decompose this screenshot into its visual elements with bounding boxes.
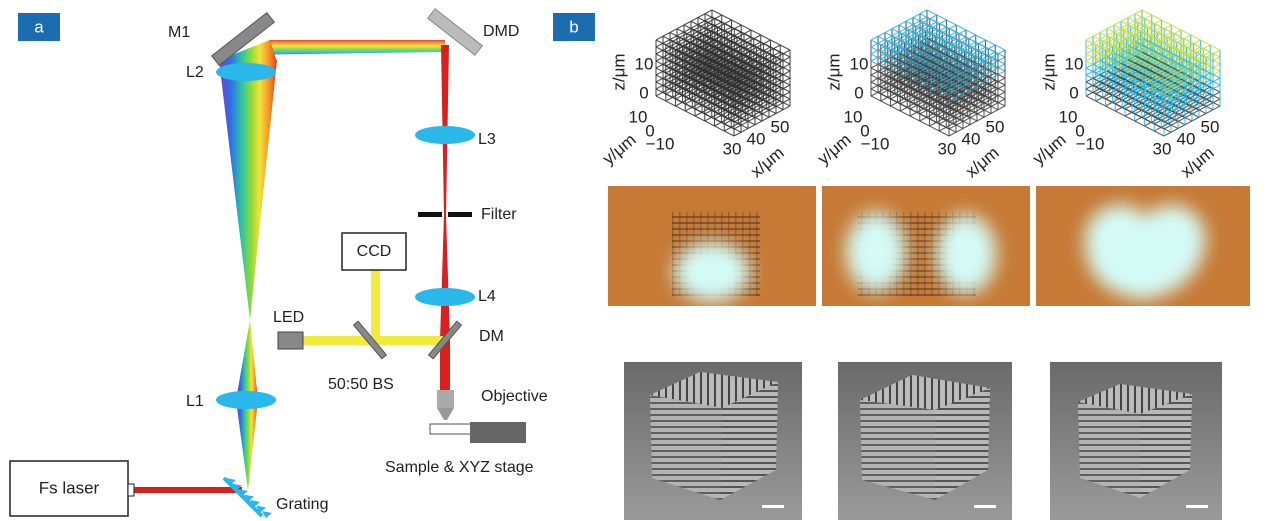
label: 50:50 BS — [328, 376, 394, 393]
axis-label: y/μm — [1029, 130, 1070, 168]
lens — [415, 126, 475, 144]
label: DMD — [483, 23, 519, 40]
exposure-spot — [674, 242, 750, 302]
beam — [236, 400, 258, 490]
tick-label: 40 — [747, 129, 766, 148]
exposure-spot — [936, 214, 996, 294]
beam — [371, 270, 380, 340]
tick-label: −10 — [646, 134, 675, 153]
micrograph — [1036, 186, 1250, 306]
tick-label: 0 — [1069, 83, 1078, 102]
lattice-plots: z/μm100100−10y/μm304050x/μmz/μm100100−10… — [599, 10, 1220, 181]
tick-label: 30 — [938, 139, 957, 158]
axis-label: z/μm — [1039, 53, 1058, 90]
stage — [470, 422, 526, 443]
axis-label: x/μm — [962, 143, 1003, 181]
label: L3 — [478, 131, 496, 148]
beam — [219, 60, 277, 320]
tick-label: 0 — [639, 83, 648, 102]
scale-bar — [1186, 505, 1208, 508]
tick-label: 10 — [635, 54, 654, 73]
objective — [437, 408, 454, 420]
lens — [216, 63, 276, 81]
label: Sample & XYZ stage — [385, 459, 534, 476]
label: LED — [273, 309, 304, 326]
tick-label: −10 — [861, 134, 890, 153]
tick-label: 30 — [1153, 139, 1172, 158]
tick-label: 50 — [771, 117, 790, 136]
beam — [236, 320, 258, 400]
laser-aperture — [128, 484, 134, 496]
label: Filter — [481, 206, 517, 223]
panel-label: a — [34, 17, 44, 36]
grating-tooth — [262, 511, 272, 518]
label: L4 — [478, 288, 496, 305]
label: L1 — [186, 393, 204, 410]
objective — [437, 390, 454, 408]
sem-image — [624, 362, 802, 520]
label: L2 — [186, 64, 204, 81]
micrograph — [822, 186, 1030, 306]
label: CCD — [357, 243, 392, 260]
label: DM — [479, 328, 504, 345]
sem-image — [838, 362, 1012, 520]
panel-a: a M1 DMD L2 L3 Filter CCD L4 LED DM 50:5… — [10, 9, 548, 518]
axis-label: z/μm — [824, 53, 843, 90]
panel-label: b — [569, 17, 578, 36]
lattice-plot: z/μm100100−10y/μm304050x/μm — [1029, 10, 1220, 181]
tick-label: 10 — [850, 54, 869, 73]
label: Fs laser — [39, 478, 100, 497]
grating-base — [224, 478, 262, 516]
led-box — [278, 332, 303, 349]
lattice-plot: z/μm100100−10y/μm304050x/μm — [814, 10, 1005, 181]
filter — [448, 212, 472, 217]
axis-label: z/μm — [609, 53, 628, 90]
tick-label: 50 — [1201, 117, 1220, 136]
tick-label: 40 — [1177, 129, 1196, 148]
figure: a M1 DMD L2 L3 Filter CCD L4 LED DM 50:5… — [0, 0, 1282, 521]
label: M1 — [168, 24, 190, 41]
tick-label: −10 — [1076, 134, 1105, 153]
axis-label: y/μm — [599, 130, 640, 168]
sample — [430, 424, 472, 434]
tick-label: 40 — [962, 129, 981, 148]
sem-image — [1050, 362, 1222, 520]
lens — [415, 288, 475, 306]
scale-bar — [974, 505, 996, 508]
micrograph — [608, 186, 816, 306]
exposure-spot — [846, 212, 906, 292]
filter — [418, 212, 442, 217]
tick-label: 30 — [723, 139, 742, 158]
scale-bar — [762, 505, 784, 508]
axis-label: y/μm — [814, 130, 855, 168]
axis-label: x/μm — [747, 143, 788, 181]
beam — [130, 487, 242, 493]
tick-label: 10 — [1065, 54, 1084, 73]
beam — [440, 215, 450, 340]
lens — [216, 391, 276, 409]
tick-label: 0 — [854, 83, 863, 102]
axis-label: x/μm — [1177, 143, 1218, 181]
tick-label: 50 — [986, 117, 1005, 136]
label: Grating — [276, 496, 328, 513]
label: Objective — [481, 388, 548, 405]
